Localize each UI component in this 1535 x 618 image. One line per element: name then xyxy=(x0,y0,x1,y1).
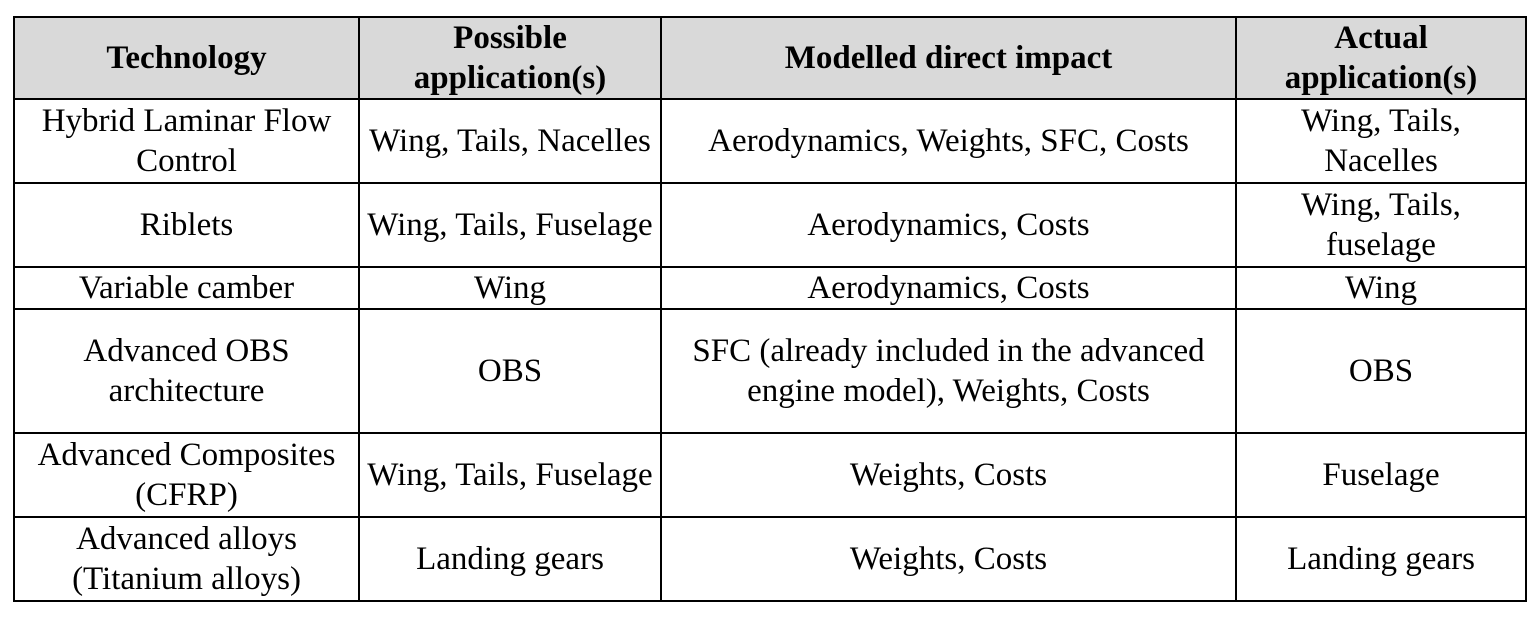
cell-actual-applications: Wing xyxy=(1235,266,1527,310)
cell-possible-applications: Wing, Tails, Nacelles xyxy=(358,98,662,184)
table-header-row: Technology Possible application(s) Model… xyxy=(13,16,1527,100)
cell-possible-applications: Wing xyxy=(358,266,662,310)
cell-technology: Riblets xyxy=(13,182,360,268)
cell-modelled-impact: Weights, Costs xyxy=(660,516,1237,602)
cell-modelled-impact: Aerodynamics, Weights, SFC, Costs xyxy=(660,98,1237,184)
cell-modelled-impact: Aerodynamics, Costs xyxy=(660,266,1237,310)
cell-technology: Advanced alloys (Titanium alloys) xyxy=(13,516,360,602)
cell-possible-applications: Wing, Tails, Fuselage xyxy=(358,182,662,268)
cell-possible-applications: OBS xyxy=(358,308,662,434)
cell-technology: Variable camber xyxy=(13,266,360,310)
table-row: Advanced alloys (Titanium alloys) Landin… xyxy=(13,516,1527,602)
table-row: Advanced OBS architecture OBS SFC (alrea… xyxy=(13,308,1527,434)
table-row: Advanced Composites (CFRP) Wing, Tails, … xyxy=(13,432,1527,518)
header-possible-applications: Possible application(s) xyxy=(358,16,662,100)
cell-actual-applications: OBS xyxy=(1235,308,1527,434)
cell-actual-applications: Wing, Tails, fuselage xyxy=(1235,182,1527,268)
table-row: Hybrid Laminar Flow Control Wing, Tails,… xyxy=(13,98,1527,184)
technology-table-container: Technology Possible application(s) Model… xyxy=(13,16,1527,602)
cell-technology: Advanced OBS architecture xyxy=(13,308,360,434)
cell-actual-applications: Fuselage xyxy=(1235,432,1527,518)
cell-modelled-impact: Aerodynamics, Costs xyxy=(660,182,1237,268)
table-row: Variable camber Wing Aerodynamics, Costs… xyxy=(13,266,1527,310)
cell-modelled-impact: Weights, Costs xyxy=(660,432,1237,518)
header-modelled-direct-impact: Modelled direct impact xyxy=(660,16,1237,100)
cell-possible-applications: Wing, Tails, Fuselage xyxy=(358,432,662,518)
table-row: Riblets Wing, Tails, Fuselage Aerodynami… xyxy=(13,182,1527,268)
header-actual-applications: Actual application(s) xyxy=(1235,16,1527,100)
cell-technology: Advanced Composites (CFRP) xyxy=(13,432,360,518)
cell-technology: Hybrid Laminar Flow Control xyxy=(13,98,360,184)
header-technology: Technology xyxy=(13,16,360,100)
cell-possible-applications: Landing gears xyxy=(358,516,662,602)
cell-actual-applications: Wing, Tails, Nacelles xyxy=(1235,98,1527,184)
cell-actual-applications: Landing gears xyxy=(1235,516,1527,602)
technology-table: Technology Possible application(s) Model… xyxy=(13,16,1527,602)
cell-modelled-impact: SFC (already included in the advanced en… xyxy=(660,308,1237,434)
